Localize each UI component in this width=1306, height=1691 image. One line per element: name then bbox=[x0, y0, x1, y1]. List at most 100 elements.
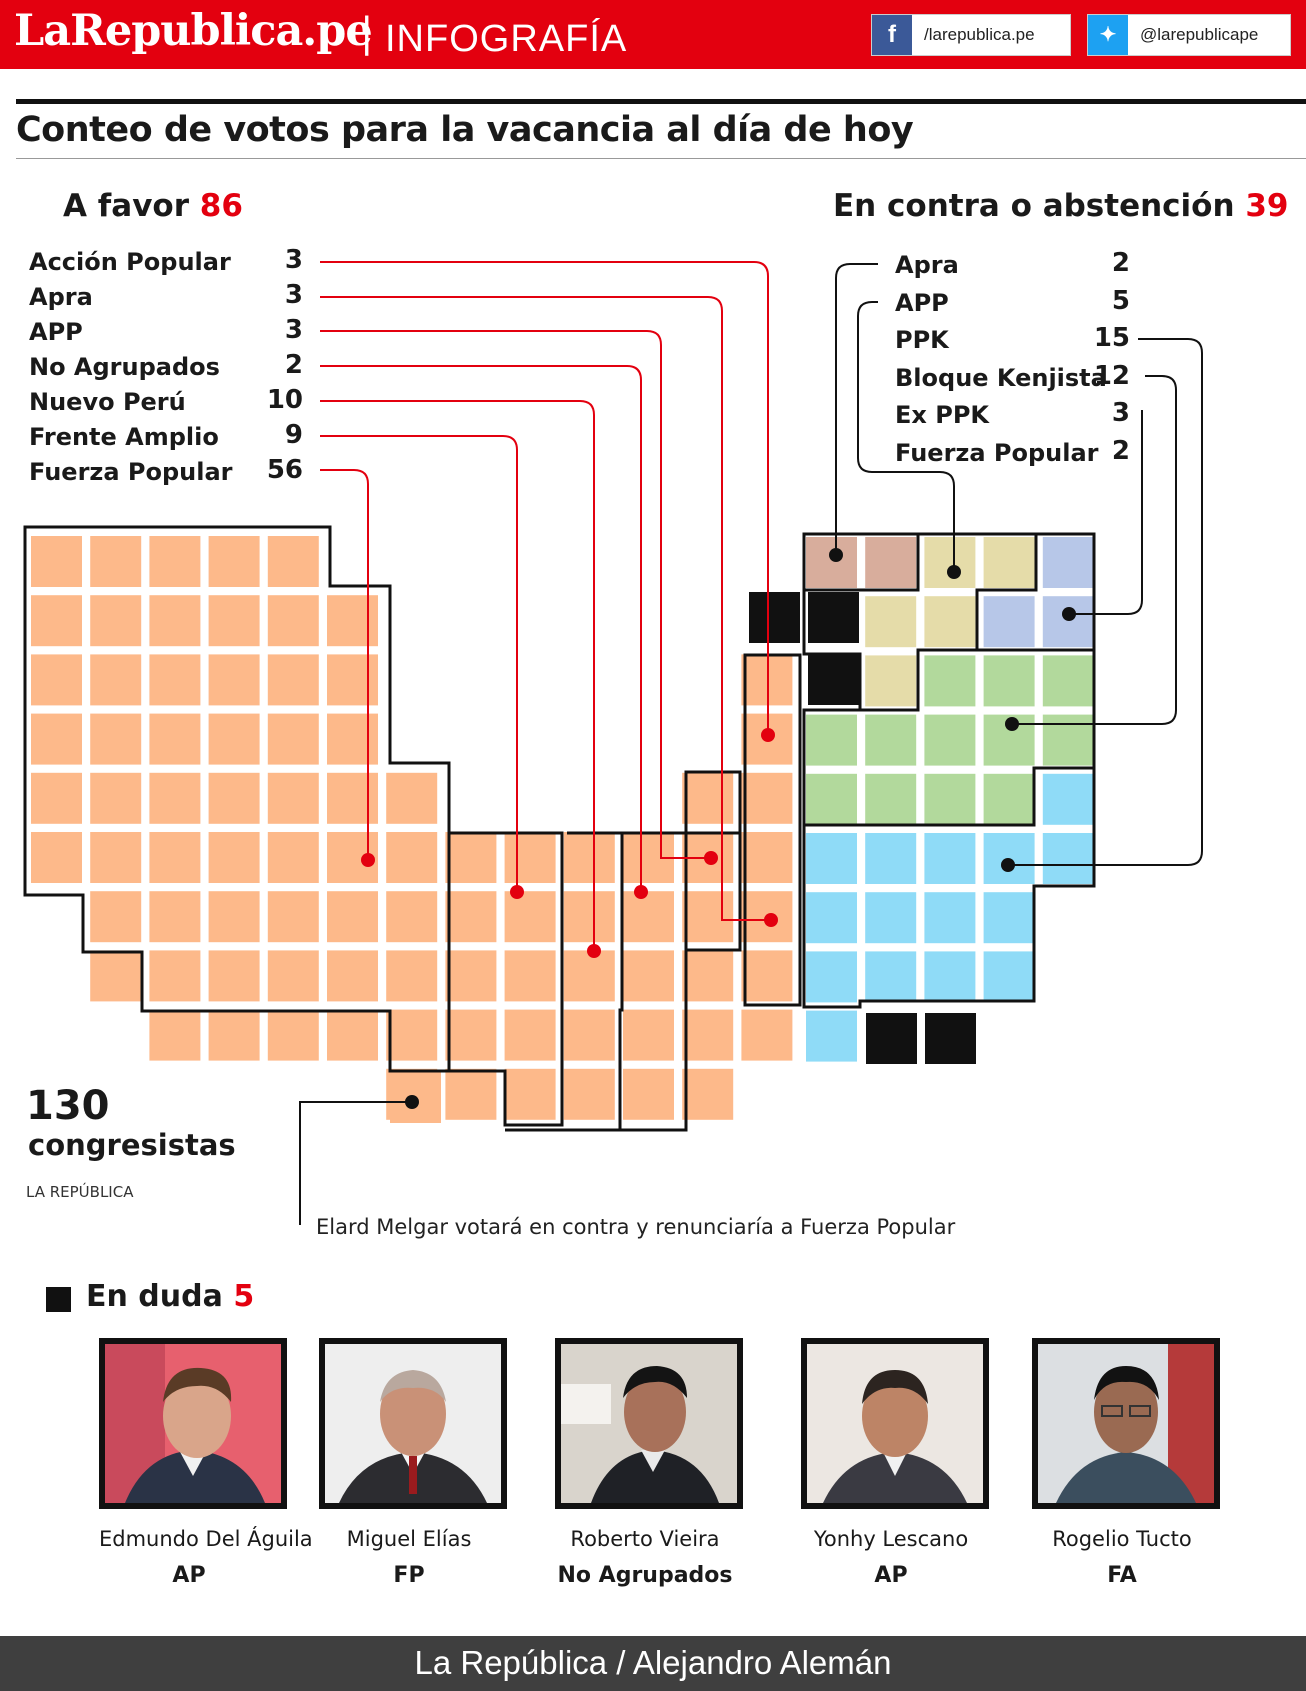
contra-leader-dot bbox=[1005, 717, 1019, 731]
contra-party-name: APP bbox=[895, 289, 949, 317]
favor-label: A favor bbox=[63, 188, 189, 224]
favor-seat bbox=[682, 1068, 734, 1120]
favor-leader-dot bbox=[704, 851, 718, 865]
bloque-kenjista-seat bbox=[924, 714, 976, 766]
favor-seat bbox=[623, 1068, 674, 1120]
bloque-kenjista-seat bbox=[1042, 655, 1094, 707]
favor-leader-dot bbox=[634, 885, 648, 899]
bloque-kenjista-seat bbox=[924, 655, 976, 707]
melgar-leader-dot bbox=[405, 1095, 419, 1109]
favor-seat bbox=[327, 772, 378, 824]
favor-seat bbox=[563, 832, 615, 883]
favor-leader-line bbox=[320, 435, 518, 892]
favor-seat bbox=[31, 536, 82, 587]
favor-seat bbox=[267, 654, 319, 706]
favor-party-votes: 2 bbox=[284, 350, 303, 380]
contra-leader-line bbox=[1012, 375, 1177, 725]
person-name: Edmundo Del Águila bbox=[99, 1527, 313, 1551]
doubt-person-card[interactable]: Rogelio Tucto FA bbox=[1032, 1338, 1220, 1588]
favor-leader-line bbox=[320, 330, 711, 859]
favor-leader-dot bbox=[761, 728, 775, 742]
doubt-seat bbox=[925, 1013, 976, 1064]
portrait-photo bbox=[319, 1338, 507, 1509]
favor-seat bbox=[149, 654, 201, 706]
page-title: Conteo de votos para la vacancia al día … bbox=[16, 110, 914, 150]
melgar-leader-line bbox=[299, 1101, 412, 1225]
doubt-person-card[interactable]: Edmundo Del Águila AP bbox=[99, 1338, 313, 1588]
contra-leader-line bbox=[857, 301, 955, 572]
favor-seat bbox=[623, 950, 674, 1002]
ppk-seat bbox=[865, 833, 917, 884]
favor-seat bbox=[208, 536, 260, 587]
bloque-kenjista-seat bbox=[865, 773, 917, 825]
twitter-link[interactable]: ✦ @larepublicape bbox=[1087, 14, 1291, 56]
favor-leader-line bbox=[320, 469, 369, 860]
contra-party-name: Ex PPK bbox=[895, 401, 990, 429]
contra-party-votes: 5 bbox=[1111, 286, 1130, 316]
favor-seat bbox=[149, 536, 201, 587]
favor-leader-line bbox=[320, 261, 769, 735]
contra-leader-line bbox=[835, 263, 878, 555]
favor-seat bbox=[445, 1009, 497, 1061]
favor-seat bbox=[149, 772, 201, 824]
doubt-person-card[interactable]: Roberto Vieira No Agrupados bbox=[555, 1338, 743, 1588]
favor-seat bbox=[90, 950, 142, 1002]
source-credit: LA REPÚBLICA bbox=[26, 1183, 134, 1201]
favor-seat bbox=[31, 595, 82, 647]
favor-seat bbox=[149, 595, 201, 647]
favor-seat bbox=[90, 536, 142, 587]
favor-party-votes: 3 bbox=[284, 280, 303, 310]
favor-seat bbox=[563, 950, 615, 1002]
bloque-kenjista-seat bbox=[924, 773, 976, 825]
portrait-photo bbox=[555, 1338, 743, 1509]
brand-logo[interactable]: LaRepublica.pe bbox=[14, 6, 373, 56]
bloque-kenjista-seat bbox=[983, 655, 1035, 707]
bloque-kenjista-seat bbox=[806, 714, 857, 766]
favor-seat bbox=[741, 1009, 793, 1061]
app-contra-seat bbox=[983, 537, 1035, 588]
favor-seat bbox=[327, 950, 378, 1002]
favor-leader-dot bbox=[510, 885, 524, 899]
doubt-person-card[interactable]: Yonhy Lescano AP bbox=[801, 1338, 989, 1588]
favor-seat bbox=[149, 950, 201, 1002]
favor-seat bbox=[149, 1009, 201, 1061]
favor-party-name: APP bbox=[29, 318, 83, 346]
contra-party-votes: 2 bbox=[1111, 436, 1130, 466]
facebook-link[interactable]: f /larepublica.pe bbox=[871, 14, 1071, 56]
contra-party-name: Fuerza Popular bbox=[895, 439, 1099, 467]
title-underline bbox=[16, 158, 1306, 159]
favor-party-votes: 56 bbox=[266, 455, 303, 485]
favor-seat bbox=[741, 950, 793, 1002]
congress-label: congresistas bbox=[28, 1128, 236, 1162]
ex-ppk-seat bbox=[1042, 596, 1094, 648]
favor-seat bbox=[327, 595, 378, 647]
favor-total: 86 bbox=[199, 188, 243, 224]
favor-seat bbox=[90, 713, 142, 765]
doubt-seat bbox=[808, 654, 859, 705]
favor-seat bbox=[623, 1009, 674, 1061]
contra-leader-dot bbox=[947, 565, 961, 579]
favor-seat bbox=[504, 950, 556, 1002]
ppk-seat bbox=[865, 951, 917, 1003]
favor-seat bbox=[386, 1009, 438, 1061]
favor-seat bbox=[31, 772, 82, 824]
portrait-photo bbox=[801, 1338, 989, 1509]
contra-leader-line bbox=[1069, 410, 1143, 615]
favor-seat bbox=[31, 654, 82, 706]
bloque-kenjista-seat bbox=[983, 773, 1035, 825]
apra-contra-seat bbox=[806, 537, 857, 588]
favor-party-name: Frente Amplio bbox=[29, 423, 219, 451]
favor-seat bbox=[327, 891, 378, 943]
ppk-seat bbox=[924, 951, 976, 1003]
favor-seat bbox=[267, 1009, 319, 1061]
footer-bar: La República / Alejandro Alemán bbox=[0, 1636, 1306, 1691]
favor-seat bbox=[208, 950, 260, 1002]
favor-seat bbox=[149, 891, 201, 943]
favor-party-votes: 10 bbox=[266, 385, 303, 415]
doubt-seat bbox=[866, 1013, 917, 1064]
favor-seat bbox=[90, 832, 142, 883]
favor-seat bbox=[267, 713, 319, 765]
favor-party-name: Nuevo Perú bbox=[29, 388, 186, 416]
block-outline bbox=[743, 653, 802, 1007]
doubt-person-card[interactable]: Miguel Elías FP bbox=[319, 1338, 507, 1588]
